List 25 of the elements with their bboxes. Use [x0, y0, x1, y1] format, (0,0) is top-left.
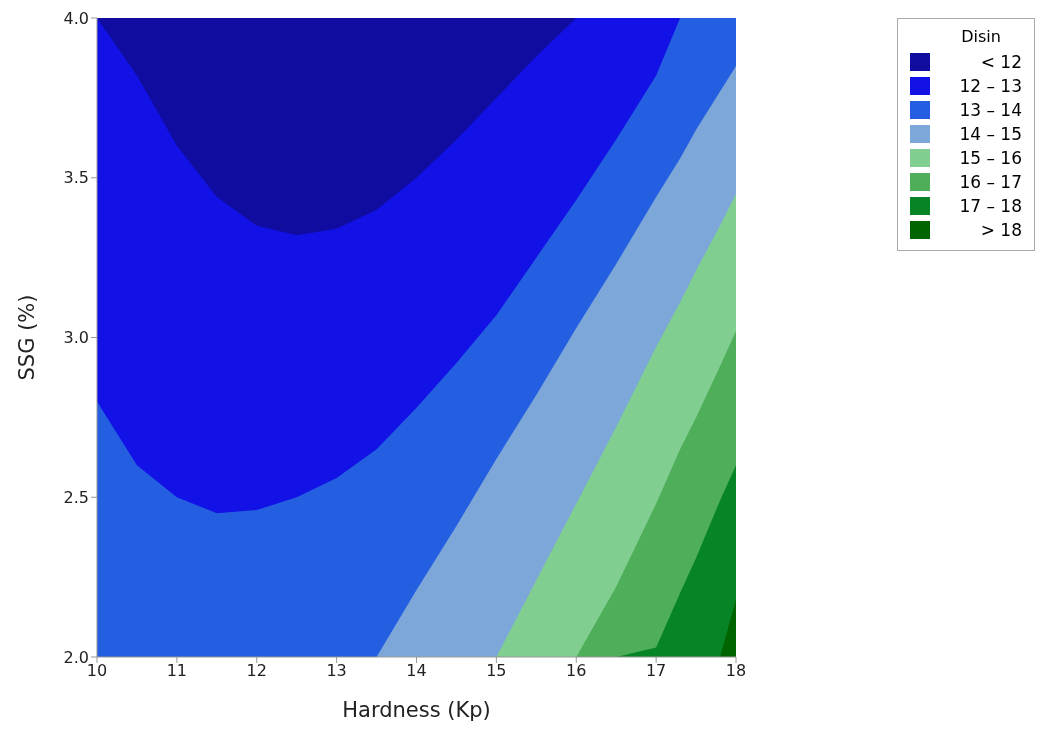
x-tick-label: 15 [486, 661, 507, 681]
y-tick-label: 2.5 [63, 487, 89, 507]
x-tick-label: 18 [725, 661, 747, 681]
y-tick-label: 3.0 [63, 328, 89, 348]
y-tick-label: 3.5 [63, 168, 89, 188]
y-tick-label: 4.0 [63, 8, 89, 28]
legend-label: 15 – 16 [958, 148, 1022, 168]
legend-label: 17 – 18 [958, 196, 1022, 216]
legend-label: 16 – 17 [958, 172, 1022, 192]
text: < 12 [979, 52, 1022, 72]
x-tick-label: 13 [326, 661, 347, 681]
x-tick-label: 12 [246, 661, 267, 681]
x-tick-label: 10 [86, 661, 108, 681]
legend-label: 12 – 13 [958, 76, 1022, 96]
legend-title: Disin [960, 27, 1002, 46]
y-axis-title: SSG (%) [15, 294, 40, 381]
legend-label: 13 – 14 [958, 100, 1022, 120]
x-tick-label: 17 [645, 661, 667, 681]
x-tick-label: 16 [566, 661, 587, 681]
y-tick-label: 2.0 [63, 647, 89, 667]
text: > 18 [979, 220, 1022, 240]
x-axis-title: Hardness (Kp) [342, 698, 491, 722]
x-tick-label: 11 [166, 661, 188, 681]
legend-label: 14 – 15 [958, 124, 1022, 144]
x-tick-label: 14 [406, 661, 427, 681]
